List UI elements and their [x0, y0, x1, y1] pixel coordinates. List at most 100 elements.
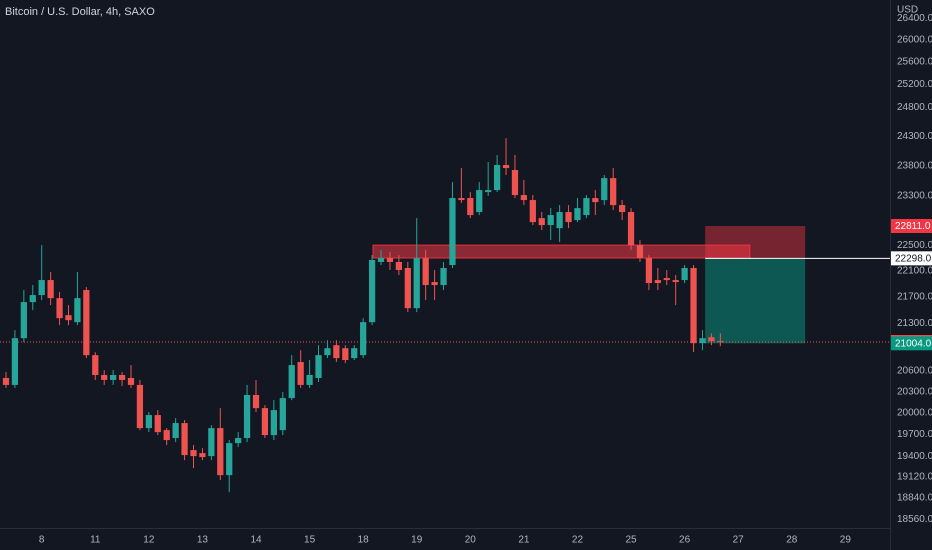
candle-body [601, 178, 608, 201]
x-tick-label: 25 [625, 535, 637, 546]
x-tick-label: 19 [411, 535, 423, 546]
candle-body [690, 267, 697, 344]
candle-body [20, 302, 27, 339]
candle-body [645, 258, 653, 284]
x-tick-label: 21 [518, 535, 530, 546]
candle-body [529, 200, 536, 223]
x-tick-label: 12 [143, 535, 155, 546]
candle-body [404, 267, 411, 309]
price-label-box [891, 251, 932, 266]
y-tick-label: 21300.0 [897, 318, 932, 329]
y-tick-label: 18560.0 [897, 514, 932, 525]
x-tick-label: 20 [465, 535, 477, 546]
candle-body [431, 282, 438, 286]
y-tick-label: 25600.0 [897, 57, 932, 68]
y-tick-label: 20600.0 [897, 366, 932, 377]
y-tick-label: 21700.0 [897, 292, 932, 303]
candle-body [190, 450, 197, 457]
candle-body [136, 384, 144, 429]
stop-area [705, 226, 806, 259]
candle-body [592, 198, 599, 203]
currency: USD [897, 5, 918, 16]
candle-body [413, 258, 420, 309]
candle-body [333, 345, 340, 359]
candle-body [163, 430, 170, 441]
candle-body [502, 165, 510, 169]
candle-body [279, 398, 286, 431]
candle-body [315, 355, 322, 378]
candle-body [306, 375, 313, 385]
y-tick-label: 22500.0 [897, 240, 932, 251]
x-tick-label: 11 [90, 535, 101, 546]
price-label-box [891, 336, 932, 351]
y-tick-label: 22100.0 [897, 266, 932, 277]
candle-body [199, 453, 206, 458]
candle-body [56, 298, 63, 319]
y-tick-label: 24800.0 [897, 102, 932, 113]
candle-body [610, 178, 617, 206]
y-tick-label: 26400.0 [897, 13, 932, 24]
candle-body [377, 258, 385, 262]
price-label: 21004.0 [895, 338, 932, 349]
candle-body [556, 212, 563, 229]
y-tick-label: 23300.0 [897, 190, 932, 201]
candle-body [422, 258, 429, 286]
resistance-zone [372, 244, 751, 259]
y-tick-label: 24300.0 [897, 131, 932, 142]
y-tick-label: 19700.0 [897, 429, 932, 440]
candle-body [145, 415, 152, 429]
x-tick-label: 27 [733, 535, 745, 546]
candle-body [243, 395, 251, 439]
candle-body [520, 195, 528, 201]
candle-body [583, 198, 590, 216]
x-tick-label: 18 [358, 535, 370, 546]
candle-body [360, 322, 367, 356]
candle-body [2, 377, 10, 385]
price-label-box [891, 219, 932, 234]
candle-body [74, 298, 81, 323]
candle-body [618, 205, 626, 213]
candle-body [574, 208, 581, 221]
x-tick-label: 8 [39, 535, 45, 546]
candle-body [110, 375, 117, 380]
candle-body [127, 377, 135, 385]
candle-body [538, 218, 545, 226]
candle-body [65, 315, 72, 321]
axes: 26400.0 26000.0 25600.0 25200.0 24800.0 24300… [39, 13, 932, 546]
candle-body [368, 259, 376, 323]
candle-body [458, 198, 465, 201]
candle-body [476, 190, 483, 213]
candle-body [181, 423, 188, 456]
candle-body [485, 190, 492, 193]
candle-body [672, 280, 679, 283]
candle-body [511, 170, 519, 196]
candle-body [83, 290, 90, 356]
candle-body [252, 395, 260, 409]
candle-body [493, 165, 501, 191]
candle-body [288, 365, 295, 399]
candle-body [654, 280, 661, 284]
candle-body [627, 212, 635, 246]
candle-body [708, 337, 715, 342]
candle-body [38, 280, 45, 296]
price-label: 22298.0 [895, 253, 932, 264]
x-tick-label: 29 [840, 535, 852, 546]
candle-body [699, 338, 706, 344]
chart-title: Bitcoin / U.S. Dollar, 4h, SAXO [5, 6, 155, 18]
candle-body [565, 212, 572, 223]
candle-body [261, 408, 269, 436]
x-tick-label: 22 [572, 535, 584, 546]
candle-body [118, 375, 126, 380]
candle-body [101, 375, 108, 380]
candle-body [386, 258, 394, 262]
candle-body [172, 423, 179, 439]
y-tick-label: 19120.0 [897, 472, 932, 483]
candle-body [226, 443, 233, 476]
target-area [705, 258, 806, 344]
candle-body [395, 261, 403, 270]
candle-body [217, 428, 224, 476]
y-tick-label: 18840.0 [897, 493, 932, 504]
candle-body [717, 341, 724, 343]
x-tick-label: 28 [786, 535, 798, 546]
